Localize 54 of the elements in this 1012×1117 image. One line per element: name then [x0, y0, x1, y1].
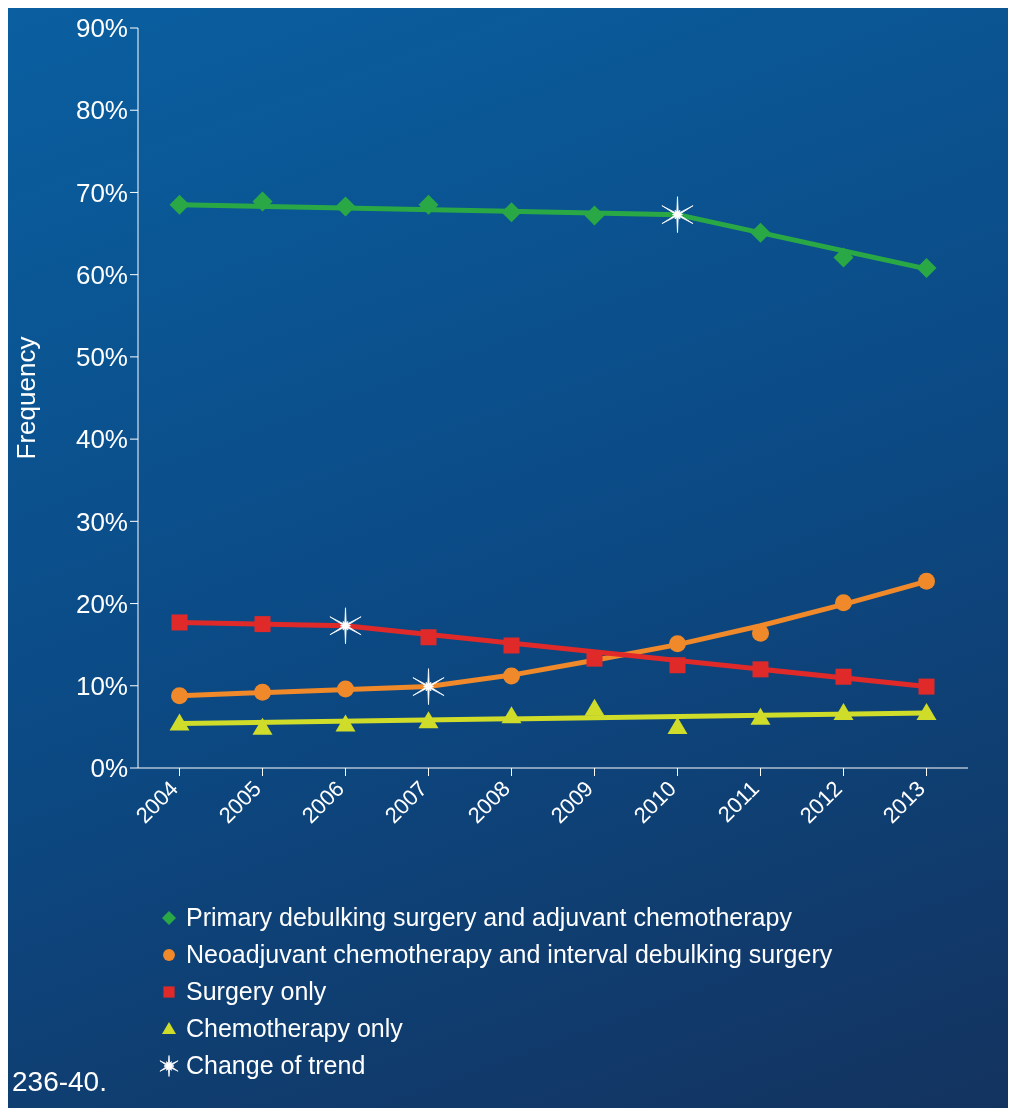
- y-axis-title: Frequency: [11, 336, 42, 460]
- point: [335, 196, 356, 217]
- point: [335, 714, 356, 732]
- point: [503, 667, 520, 685]
- point: [252, 191, 273, 212]
- point: [420, 629, 437, 646]
- legend-label: Primary debulking surgery and adjuvant chemotherapy: [186, 903, 792, 932]
- point: [337, 680, 354, 698]
- point: [501, 202, 522, 223]
- point: [252, 717, 273, 735]
- point: [584, 698, 605, 716]
- point: [833, 247, 854, 268]
- point: [833, 702, 854, 720]
- point: [501, 706, 522, 724]
- point: [169, 713, 190, 731]
- point: [169, 194, 190, 215]
- y-tick-label: 0%: [90, 753, 128, 784]
- point: [418, 194, 439, 215]
- y-tick-label: 10%: [75, 671, 128, 702]
- point: [412, 668, 445, 705]
- y-tick-label: 50%: [75, 342, 128, 373]
- point: [667, 716, 688, 734]
- point: [750, 707, 771, 725]
- legend-label: Chemotherapy only: [186, 1014, 403, 1043]
- legend-label: Change of trend: [186, 1051, 366, 1080]
- point: [254, 683, 271, 701]
- y-tick-label: 90%: [75, 13, 128, 44]
- point: [171, 687, 188, 705]
- point: [916, 702, 937, 720]
- point: [503, 637, 520, 654]
- point: [918, 678, 935, 695]
- point: [835, 668, 852, 685]
- y-tick-label: 20%: [75, 588, 128, 619]
- legend-label: Neoadjuvant chemotherapy and interval debulking surgery: [186, 940, 833, 969]
- text: 236-40.: [12, 1066, 107, 1098]
- legend-label: Surgery only: [186, 977, 327, 1006]
- point: [750, 222, 771, 243]
- point: [418, 711, 439, 729]
- point: [669, 635, 686, 653]
- point: [752, 661, 769, 678]
- point: [329, 607, 362, 645]
- y-tick-label: 70%: [75, 177, 128, 208]
- point: [916, 258, 937, 279]
- y-tick-label: 30%: [75, 506, 128, 537]
- point: [918, 572, 935, 590]
- point: [835, 594, 852, 612]
- y-tick-label: 80%: [75, 95, 128, 126]
- point: [171, 614, 188, 631]
- y-tick-label: 40%: [75, 424, 128, 455]
- point: [254, 616, 271, 633]
- y-tick-label: 60%: [75, 259, 128, 290]
- point: [669, 657, 686, 674]
- point: [661, 196, 694, 234]
- point: [584, 205, 605, 226]
